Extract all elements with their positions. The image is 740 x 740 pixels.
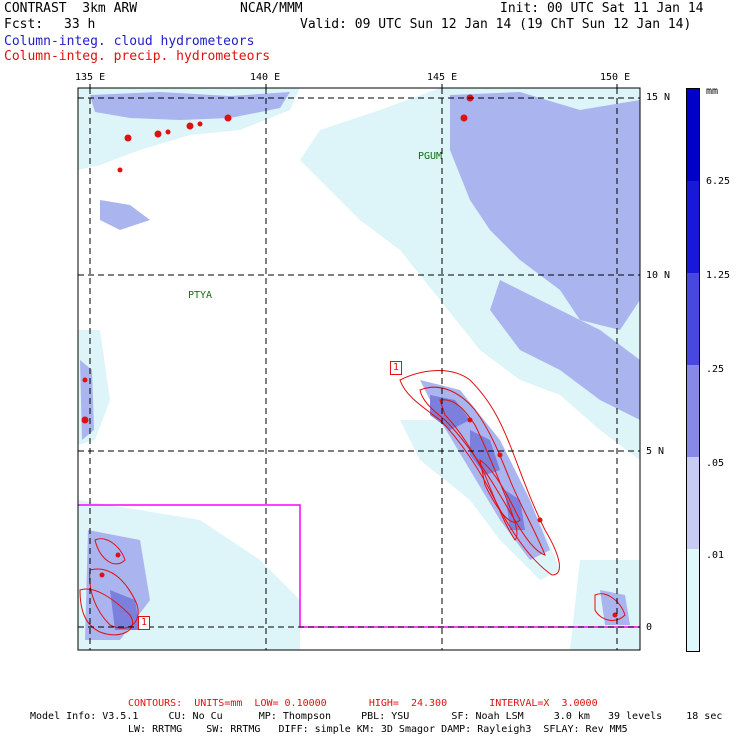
station-pgum: PGUM xyxy=(418,151,443,162)
lat-lon-grid xyxy=(78,88,640,650)
fcst-label: Fcst: xyxy=(4,17,44,32)
colorbar-swatch xyxy=(687,457,699,549)
colorbar-level: .01 xyxy=(706,550,725,561)
precip-spots xyxy=(81,94,618,618)
colorbar-units: mm xyxy=(706,86,719,97)
lon-label-135: 135 E xyxy=(75,72,106,83)
precip-contours xyxy=(79,370,626,636)
lon-label-150: 150 E xyxy=(600,72,631,83)
cloud-field-dark xyxy=(110,395,525,630)
model-info-line-2: LW: RRTMG SW: RRTMG DIFF: simple KM: 3D … xyxy=(128,724,628,735)
station-ptya: PTYA xyxy=(188,290,213,301)
lat-label-0: 0 xyxy=(646,622,653,633)
field-precip-label: Column-integ. precip. hydrometeors xyxy=(4,49,271,64)
lon-label-145: 145 E xyxy=(427,72,458,83)
colorbar-level: 1.25 xyxy=(706,270,731,281)
colorbar-level: 6.25 xyxy=(706,176,731,187)
colorbar-level: .25 xyxy=(706,364,725,375)
map-frame xyxy=(77,87,641,651)
contour-label-box: 1 xyxy=(390,361,403,375)
lat-label-5n: 5 N xyxy=(646,446,665,457)
colorbar-swatch xyxy=(687,181,699,273)
domain-box xyxy=(78,504,640,628)
field-cloud-label: Column-integ. cloud hydrometeors xyxy=(4,34,255,49)
init-time: Init: 00 UTC Sat 11 Jan 14 xyxy=(500,1,704,16)
cloud-field-mid xyxy=(80,92,640,640)
colorbar-swatch xyxy=(687,549,699,651)
lon-label-140: 140 E xyxy=(250,72,281,83)
colorbar-swatch xyxy=(687,365,699,457)
valid-time: Valid: 09 UTC Sun 12 Jan 14 (19 ChT Sun … xyxy=(300,17,692,32)
colorbar-swatch xyxy=(687,273,699,365)
colorbar xyxy=(686,88,700,652)
contours-info: CONTOURS: UNITS=mm LOW= 0.10000 HIGH= 24… xyxy=(128,698,598,709)
cloud-field-light xyxy=(78,88,640,650)
lat-label-15n: 15 N xyxy=(646,92,671,103)
contour-label-box: 1 xyxy=(138,616,151,630)
center-name: NCAR/MMM xyxy=(240,1,303,16)
model-title: CONTRAST 3km ARW xyxy=(4,1,138,16)
model-info-line-1: Model Info: V3.5.1 CU: No Cu MP: Thompso… xyxy=(30,711,723,722)
colorbar-level: .05 xyxy=(706,458,725,469)
lat-label-10n: 10 N xyxy=(646,270,671,281)
colorbar-swatch xyxy=(687,89,699,181)
fcst-value: 33 h xyxy=(64,17,96,32)
